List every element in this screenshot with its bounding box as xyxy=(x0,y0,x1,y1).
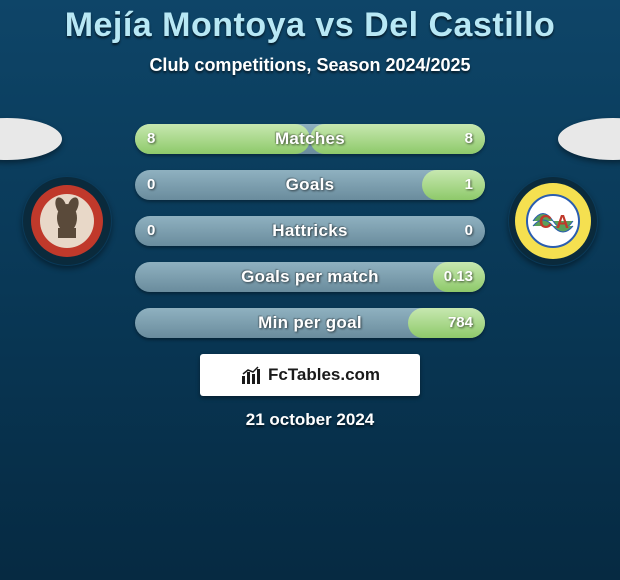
stat-value-right: 0.13 xyxy=(444,262,473,292)
brand-text: FcTables.com xyxy=(268,365,380,385)
svg-text:A: A xyxy=(556,212,569,232)
player-photo-left xyxy=(0,118,62,160)
stat-row: Hattricks0 0 xyxy=(135,216,485,246)
svg-text:C: C xyxy=(539,212,552,232)
club-logo-left xyxy=(22,176,112,266)
stat-label: Hattricks xyxy=(135,216,485,246)
stat-row: Goals0 1 xyxy=(135,170,485,200)
brand-box: FcTables.com xyxy=(200,354,420,396)
stats-panel: Matches88Goals01Hattricks00Goals per mat… xyxy=(135,124,485,354)
stat-value-left: 0 xyxy=(147,216,155,246)
stat-value-right: 1 xyxy=(465,170,473,200)
stat-value-left: 0 xyxy=(147,170,155,200)
stat-label: Goals xyxy=(135,170,485,200)
stat-label: Goals per match xyxy=(135,262,485,292)
stat-value-right: 784 xyxy=(448,308,473,338)
stat-row: Matches8 8 xyxy=(135,124,485,154)
stat-value-right: 0 xyxy=(465,216,473,246)
stat-value-right: 8 xyxy=(465,124,473,154)
club-logo-right: C A xyxy=(508,176,598,266)
stat-row: Goals per match0.13 xyxy=(135,262,485,292)
stat-value-left: 8 xyxy=(147,124,155,154)
stat-row: Min per goal784 xyxy=(135,308,485,338)
subtitle: Club competitions, Season 2024/2025 xyxy=(0,55,620,76)
brand-chart-icon xyxy=(240,364,262,386)
date-text: 21 october 2024 xyxy=(0,410,620,430)
stat-label: Matches xyxy=(135,124,485,154)
comparison-infographic: Mejía Montoya vs Del Castillo Club compe… xyxy=(0,0,620,580)
page-title: Mejía Montoya vs Del Castillo xyxy=(0,0,620,45)
player-photo-right xyxy=(558,118,620,160)
stat-label: Min per goal xyxy=(135,308,485,338)
